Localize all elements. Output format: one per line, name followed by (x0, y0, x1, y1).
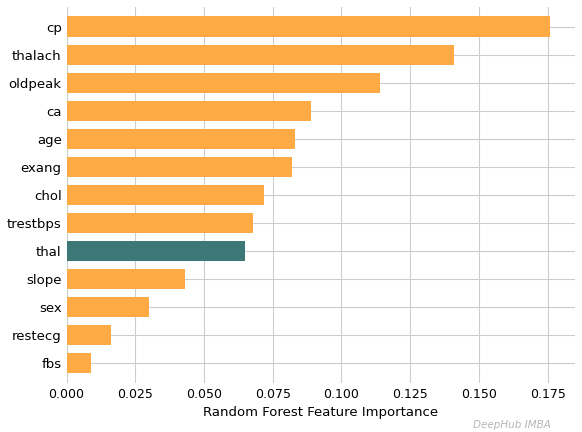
Bar (66, 297, 149, 317)
Text: DeepHub IMBA: DeepHub IMBA (473, 420, 551, 430)
X-axis label: Random Forest Feature Importance: Random Forest Feature Importance (203, 406, 438, 419)
Bar (66, 129, 294, 149)
Bar (66, 353, 91, 373)
Bar (66, 325, 111, 345)
Bar (66, 241, 245, 261)
Bar (66, 101, 311, 121)
Bar (66, 185, 264, 205)
Bar (66, 213, 254, 233)
Bar (66, 73, 380, 93)
Bar (66, 269, 184, 289)
Bar (66, 157, 292, 177)
Bar (66, 44, 454, 65)
Bar (66, 16, 551, 37)
